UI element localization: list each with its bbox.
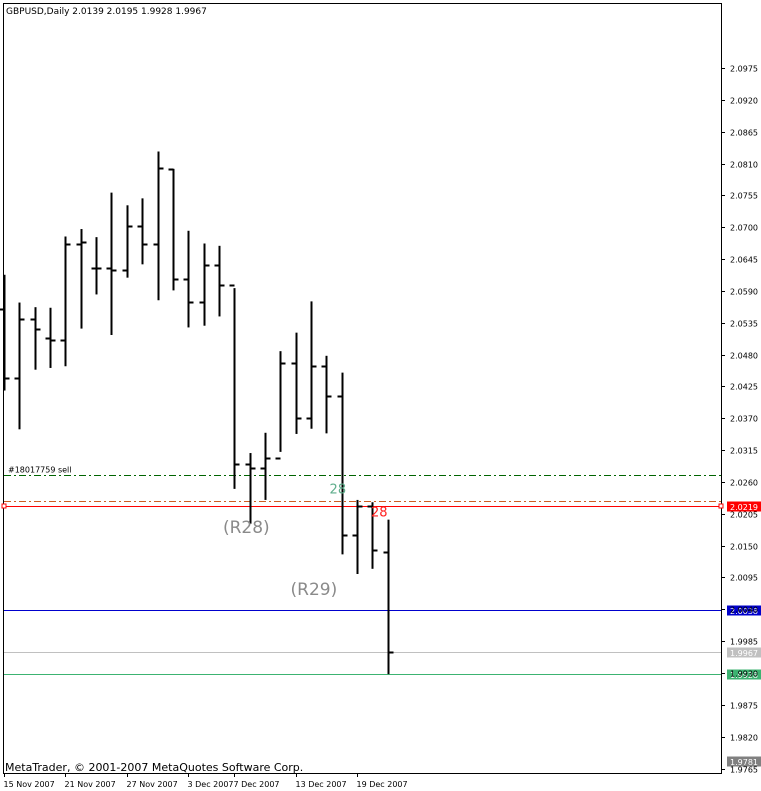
price-tag-bg bbox=[727, 647, 761, 658]
price-tick-label: 2.0315 bbox=[730, 447, 758, 456]
ohlc-bar[interactable] bbox=[106, 192, 117, 335]
price-tag-bg bbox=[727, 605, 761, 616]
price-tag-label: 1.9928 bbox=[730, 671, 758, 680]
price-tick-label: 2.0590 bbox=[730, 288, 758, 297]
annotations-layer: (R28) (R29) 28 28 bbox=[223, 483, 388, 600]
price-tick-label: 2.0425 bbox=[730, 383, 758, 392]
ohlc-bar[interactable] bbox=[229, 284, 240, 489]
ohlc-bar[interactable] bbox=[153, 151, 164, 301]
ohlc-bar[interactable] bbox=[275, 351, 286, 460]
ohlc-bar[interactable] bbox=[183, 230, 194, 328]
ohlc-bar[interactable] bbox=[0, 274, 10, 391]
price-tick-label: 2.0040 bbox=[730, 606, 758, 615]
price-tick-label: 1.9985 bbox=[730, 638, 758, 647]
date-tick-label: 13 Dec 2007 bbox=[296, 780, 347, 789]
date-tick-label: 21 Nov 2007 bbox=[65, 780, 116, 789]
ohlc-bar[interactable] bbox=[383, 519, 394, 675]
date-tick-label: 15 Nov 2007 bbox=[4, 780, 55, 789]
date-tick-label: 27 Nov 2007 bbox=[127, 780, 178, 789]
price-tick-label: 2.0645 bbox=[730, 256, 758, 265]
price-tick-label: 2.0920 bbox=[730, 97, 758, 106]
ohlc-bar[interactable] bbox=[45, 307, 56, 368]
ohlc-bar[interactable] bbox=[337, 372, 348, 555]
price-tick-label: 2.0700 bbox=[730, 224, 758, 233]
date-tick-label: 3 Dec 2007 bbox=[188, 780, 234, 789]
ohlc-bar[interactable] bbox=[199, 243, 210, 326]
line-handle-right[interactable] bbox=[718, 503, 724, 509]
ohlc-bar[interactable] bbox=[137, 198, 148, 265]
price-bars-layer bbox=[0, 151, 394, 675]
chart-annotation-2: 28 bbox=[330, 483, 347, 498]
price-tick-label: 2.0535 bbox=[730, 320, 758, 329]
price-tick-label: 2.0755 bbox=[730, 192, 758, 201]
price-tick-label: 2.0370 bbox=[730, 415, 758, 424]
price-tick-label: 1.9930 bbox=[730, 670, 758, 679]
date-tick-label: 7 Dec 2007 bbox=[234, 780, 280, 789]
order-label: #18017759 sell bbox=[8, 466, 72, 475]
ohlc-bar[interactable] bbox=[291, 332, 302, 434]
price-tag-bg bbox=[727, 501, 761, 512]
price-tick-label: 2.0975 bbox=[730, 65, 758, 74]
price-tag-bg bbox=[727, 669, 761, 680]
ohlc-bar[interactable] bbox=[352, 499, 363, 575]
ohlc-bar[interactable] bbox=[76, 229, 87, 329]
price-tag-label: 2.0038 bbox=[730, 607, 758, 616]
ohlc-bar[interactable] bbox=[60, 236, 71, 367]
price-axis: 2.0975 2.0920 2.0865 2.0810 2.0755 2.0700 2.06… bbox=[721, 65, 761, 775]
ohlc-bar[interactable] bbox=[321, 355, 332, 434]
price-tick-label: 2.0260 bbox=[730, 479, 758, 488]
bottom-price-tag: 1.9781 bbox=[730, 758, 758, 767]
symbol-header: GBPUSD,Daily 2.0139 2.0195 1.9928 1.9967 bbox=[6, 7, 207, 17]
price-tick-label: 1.9820 bbox=[730, 734, 758, 743]
price-tick-label: 2.0810 bbox=[730, 161, 758, 170]
line-handle-left[interactable] bbox=[1, 503, 7, 509]
price-tick-label: 1.9765 bbox=[730, 766, 758, 775]
date-axis: 15 Nov 2007 21 Nov 2007 27 Nov 2007 3 Dec 2… bbox=[4, 773, 408, 789]
price-tick-label: 2.0095 bbox=[730, 574, 758, 583]
ohlc-bar[interactable] bbox=[122, 205, 133, 278]
price-tick-label: 2.0205 bbox=[730, 511, 758, 520]
ohlc-bar[interactable] bbox=[168, 168, 179, 291]
bottom-price-tag-bg bbox=[727, 756, 761, 767]
price-tick-label: 1.9875 bbox=[730, 702, 758, 711]
ohlc-bar[interactable] bbox=[245, 453, 256, 524]
ohlc-bar[interactable] bbox=[214, 245, 225, 317]
price-tick-label: 2.0150 bbox=[730, 543, 758, 552]
ohlc-bar[interactable] bbox=[306, 301, 317, 429]
ohlc-bar[interactable] bbox=[260, 432, 271, 500]
date-tick-label: 19 Dec 2007 bbox=[357, 780, 408, 789]
ohlc-bar[interactable] bbox=[91, 237, 102, 295]
chart-annotation-1: (R29) bbox=[291, 580, 338, 600]
ohlc-bar[interactable] bbox=[14, 302, 25, 430]
price-tick-label: 2.0865 bbox=[730, 129, 758, 138]
chart-annotation-3: 28 bbox=[371, 506, 388, 521]
copyright-text: MetaTrader, © 2001-2007 MetaQuotes Softw… bbox=[5, 761, 303, 774]
chart-annotation-0: (R28) bbox=[223, 518, 270, 538]
ohlc-bar[interactable] bbox=[30, 307, 41, 370]
price-tag-label: 2.0219 bbox=[730, 503, 758, 512]
price-tag-label: 1.9967 bbox=[730, 649, 758, 658]
ohlc-bar[interactable] bbox=[367, 502, 378, 569]
price-tick-label: 2.0480 bbox=[730, 352, 758, 361]
